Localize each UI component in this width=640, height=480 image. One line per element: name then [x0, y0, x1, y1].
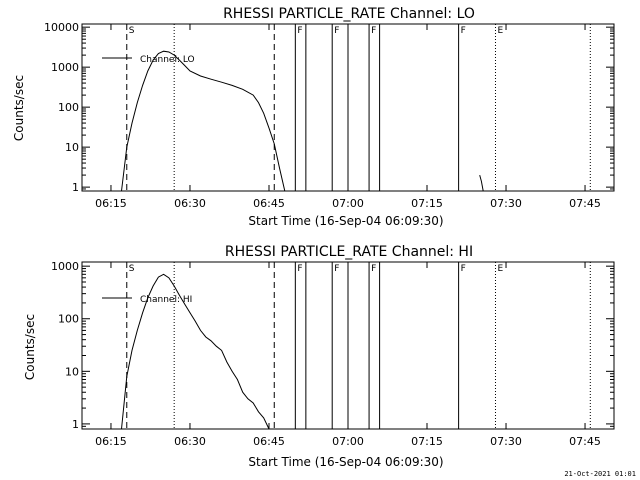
- marks-lo: S F F F F E 06:15 06:30 06:45 07:00 07:15 07:30 07:4…: [44, 21, 614, 210]
- x-tick-label-3: 07:00: [332, 197, 364, 210]
- y-tick-label-0: 1: [72, 418, 79, 431]
- chart-title-hi: RHESSI PARTICLE_RATE Channel: HI: [225, 244, 473, 260]
- y-axis-title-hi: Counts/sec: [23, 314, 37, 380]
- y-tick-label-1: 10: [65, 141, 79, 154]
- y-tick-label-2: 100: [58, 101, 79, 114]
- event-marker-label-5: F: [334, 264, 339, 274]
- event-marker-label-9: F: [461, 264, 466, 274]
- x-tick-label-4: 07:15: [411, 435, 443, 448]
- chart-title-lo: RHESSI PARTICLE_RATE Channel: LO: [223, 6, 475, 22]
- marks-hi: S F F F F E 06:15 06:30 06:45 07:00 07:15 07:30 07:4…: [51, 260, 614, 448]
- x-tick-label-5: 07:30: [490, 435, 522, 448]
- series-line-0: [121, 50, 286, 192]
- y-tick-label-3: 1000: [51, 61, 79, 74]
- x-tick-label-2: 06:45: [253, 197, 285, 210]
- chart-panel-hi: RHESSI PARTICLE_RATE Channel: HI Counts/…: [23, 244, 615, 469]
- x-tick-label-5: 07:30: [490, 197, 522, 210]
- x-axis-title-lo: Start Time (16-Sep-04 06:09:30): [248, 214, 443, 228]
- legend-lo: Channel: LO: [102, 55, 195, 65]
- x-tick-label-2: 06:45: [253, 435, 285, 448]
- y-tick-label-4: 10000: [44, 21, 79, 34]
- event-marker-label-3: F: [297, 26, 302, 36]
- event-marker-label-7: F: [371, 26, 376, 36]
- event-marker-label-0: S: [129, 264, 135, 274]
- chart-panel-lo: RHESSI PARTICLE_RATE Channel: LO Counts/…: [12, 6, 615, 228]
- event-marker-label-3: F: [297, 264, 302, 274]
- x-axis-title-hi: Start Time (16-Sep-04 06:09:30): [248, 455, 443, 469]
- series-line-1: [479, 174, 484, 192]
- event-marker-label-10: E: [497, 26, 503, 36]
- x-tick-label-0: 06:15: [95, 197, 127, 210]
- x-tick-label-1: 06:30: [174, 197, 206, 210]
- event-marker-label-7: F: [371, 264, 376, 274]
- y-axis-title-lo: Counts/sec: [12, 75, 26, 141]
- y-tick-label-2: 100: [58, 313, 79, 326]
- y-tick-label-3: 1000: [51, 260, 79, 273]
- x-tick-label-6: 07:45: [569, 197, 601, 210]
- event-marker-label-9: F: [461, 26, 466, 36]
- y-tick-label-0: 1: [72, 181, 79, 194]
- x-tick-label-6: 07:45: [569, 435, 601, 448]
- x-tick-label-0: 06:15: [95, 435, 127, 448]
- x-tick-label-3: 07:00: [332, 435, 364, 448]
- y-tick-label-1: 10: [65, 365, 79, 378]
- event-marker-label-5: F: [334, 26, 339, 36]
- footer-timestamp: 21-Oct-2021 01:01: [564, 470, 636, 478]
- legend-label-lo: Channel: LO: [140, 55, 195, 65]
- x-tick-label-4: 07:15: [411, 197, 443, 210]
- event-marker-label-0: S: [129, 26, 135, 36]
- x-tick-label-1: 06:30: [174, 435, 206, 448]
- event-marker-label-10: E: [497, 264, 503, 274]
- legend-label-hi: Channel: HI: [140, 295, 192, 305]
- series-line-0: [121, 273, 270, 430]
